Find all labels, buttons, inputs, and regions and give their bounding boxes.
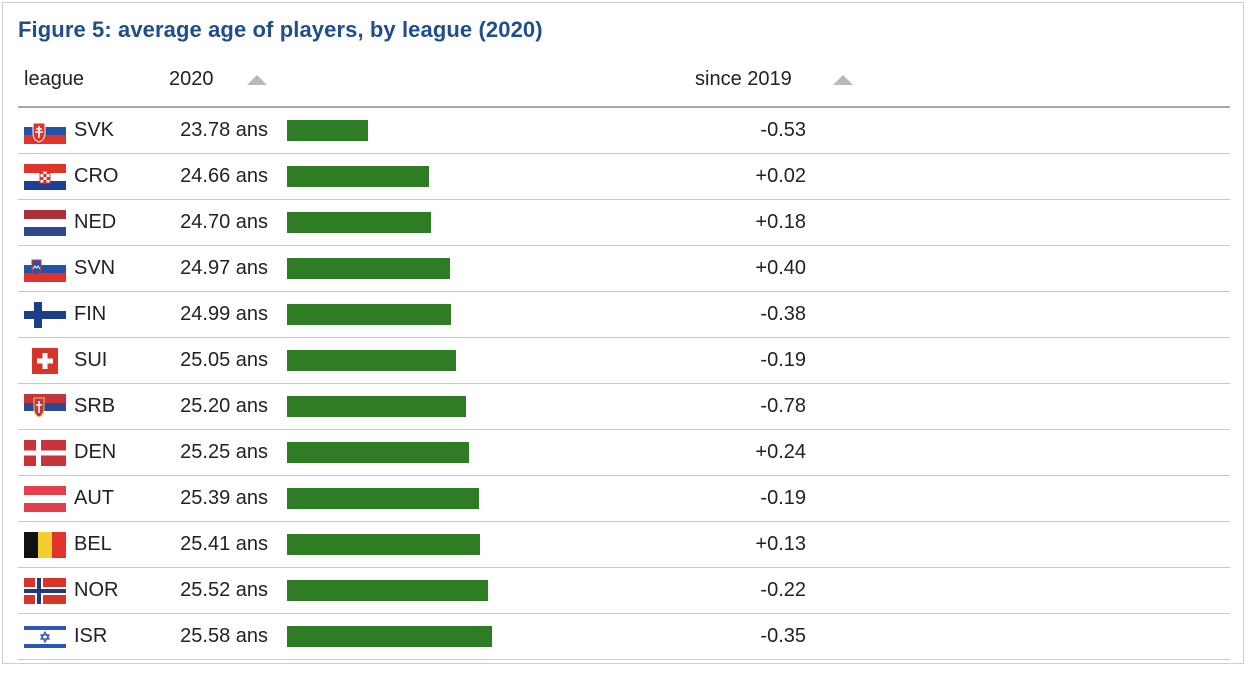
table-row: DEN 25.25 ans +0.24: [18, 430, 1230, 476]
league-code: SVN: [74, 257, 116, 279]
belgium-flag-icon: [24, 532, 66, 558]
age-value: 25.20 ans: [180, 395, 268, 417]
age-bar: [287, 442, 469, 463]
change-value: +0.13: [755, 533, 806, 555]
age-bar: [287, 396, 466, 417]
table-row: FIN 24.99 ans -0.38: [18, 292, 1230, 338]
age-bar: [287, 626, 492, 647]
table-row: BEL 25.41 ans +0.13: [18, 522, 1230, 568]
age-bar: [287, 580, 488, 601]
change-value: -0.19: [760, 487, 806, 509]
league-code: AUT: [74, 487, 114, 509]
change-value: +0.18: [755, 211, 806, 233]
league-code: DEN: [74, 441, 117, 463]
age-value: 23.78 ans: [180, 119, 268, 141]
finland-flag-icon: [24, 302, 66, 328]
austria-flag-icon: [24, 486, 66, 512]
league-code: FIN: [74, 303, 107, 325]
age-bar: [287, 258, 450, 279]
age-bar: [287, 350, 456, 371]
norway-flag-icon: [24, 578, 66, 604]
change-value: +0.40: [755, 257, 806, 279]
league-code: NED: [74, 211, 117, 233]
change-value: -0.35: [760, 625, 806, 647]
age-bar: [287, 166, 429, 187]
league-code: NOR: [74, 579, 119, 601]
change-value: -0.22: [760, 579, 806, 601]
age-value: 24.66 ans: [180, 165, 268, 187]
age-value: 24.99 ans: [180, 303, 268, 325]
age-value: 25.05 ans: [180, 349, 268, 371]
league-code: BEL: [74, 533, 112, 555]
change-value: -0.19: [760, 349, 806, 371]
league-code: SUI: [74, 349, 108, 371]
table-row: CRO 24.66 ans +0.02: [18, 154, 1230, 200]
age-value: 24.70 ans: [180, 211, 268, 233]
table-row: AUT 25.39 ans -0.19: [18, 476, 1230, 522]
league-code: SRB: [74, 395, 116, 417]
table-row: SUI 25.05 ans -0.19: [18, 338, 1230, 384]
change-value: -0.78: [760, 395, 806, 417]
figure-frame: [2, 2, 1244, 664]
change-value: +0.24: [755, 441, 806, 463]
chart-title: Figure 5: average age of players, by lea…: [18, 17, 543, 42]
age-bar: [287, 304, 451, 325]
league-code: CRO: [74, 165, 119, 187]
table-row: NED 24.70 ans +0.18: [18, 200, 1230, 246]
change-value: +0.02: [755, 165, 806, 187]
column-header-2020[interactable]: 2020: [169, 68, 214, 90]
croatia-flag-icon: [24, 164, 66, 190]
switzerland-flag-icon: [24, 348, 66, 374]
netherlands-flag-icon: [24, 210, 66, 236]
change-value: -0.38: [760, 303, 806, 325]
sort-ascending-icon[interactable]: [247, 75, 267, 85]
column-header-since-2019[interactable]: since 2019: [695, 68, 792, 90]
serbia-flag-icon: [24, 394, 66, 420]
table-row: SVN 24.97 ans +0.40: [18, 246, 1230, 292]
sort-ascending-icon[interactable]: [833, 75, 853, 85]
league-code: ISR: [74, 625, 108, 647]
denmark-flag-icon: [24, 440, 66, 466]
age-value: 25.52 ans: [180, 579, 268, 601]
slovenia-flag-icon: [24, 256, 66, 282]
age-bar: [287, 534, 480, 555]
age-value: 25.58 ans: [180, 625, 268, 647]
age-value: 25.41 ans: [180, 533, 268, 555]
change-value: -0.53: [760, 119, 806, 141]
age-bar: [287, 212, 431, 233]
header-divider: [18, 106, 1230, 108]
table-row: SVK 23.78 ans -0.53: [18, 108, 1230, 154]
table-row: ISR 25.58 ans -0.35: [18, 614, 1230, 660]
column-header-league[interactable]: league: [24, 68, 85, 90]
league-code: SVK: [74, 119, 115, 141]
age-value: 25.25 ans: [180, 441, 268, 463]
slovakia-flag-icon: [24, 118, 66, 144]
age-value: 25.39 ans: [180, 487, 268, 509]
age-value: 24.97 ans: [180, 257, 268, 279]
age-bar: [287, 120, 368, 141]
israel-flag-icon: [24, 624, 66, 650]
table-row: NOR 25.52 ans -0.22: [18, 568, 1230, 614]
table-row: SRB 25.20 ans -0.78: [18, 384, 1230, 430]
age-bar: [287, 488, 479, 509]
